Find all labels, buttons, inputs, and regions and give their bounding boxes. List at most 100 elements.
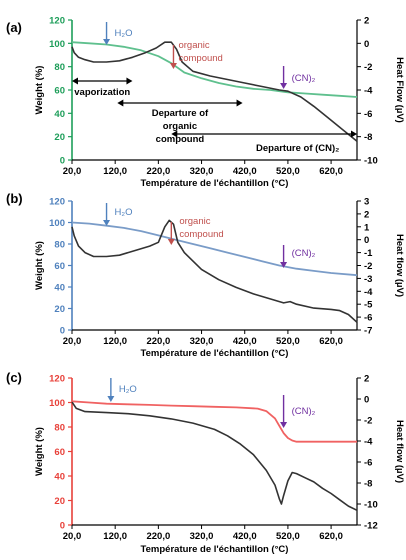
- annotation-organic: organic: [179, 216, 210, 227]
- x-tick-label: 620,0: [319, 531, 343, 542]
- annotation-cn: (CN)₂: [292, 406, 316, 417]
- annotation-cn: (CN)₂: [292, 248, 316, 259]
- y2-tick-label: -2: [364, 62, 372, 73]
- y-axis-title: Weight (%): [34, 66, 45, 115]
- y2-axis-title: Heat Flow (µV): [394, 57, 405, 123]
- y2-tick-label: -10: [364, 156, 378, 167]
- annotation-arrowhead: [103, 220, 111, 226]
- annotation-span-arrowhead: [72, 77, 78, 85]
- x-tick-label: 320,0: [190, 531, 214, 542]
- x-tick-label: 220,0: [146, 166, 170, 177]
- y-tick-label: 20: [54, 496, 65, 507]
- x-tick-label: 420,0: [233, 531, 257, 542]
- y2-tick-label: 3: [364, 197, 369, 208]
- x-tick-label: 120,0: [103, 336, 127, 347]
- y-tick-label: 40: [54, 109, 65, 120]
- y2-axis-title: Heat flow (µV): [394, 420, 405, 483]
- annotation-compound: compound: [179, 229, 223, 240]
- x-tick-label: 220,0: [146, 336, 170, 347]
- x-tick-label: 520,0: [276, 531, 300, 542]
- x-axis-title: Température de l'échantillon (°C): [141, 178, 289, 189]
- annotation-cn: (CN)₂: [292, 73, 316, 84]
- x-tick-label: 20,0: [63, 166, 82, 177]
- y2-tick-label: -6: [364, 109, 372, 120]
- weight-curve: [71, 400, 357, 443]
- x-tick-label: 620,0: [319, 166, 343, 177]
- y2-tick-label: -1: [364, 248, 373, 259]
- annotation-span-arrowhead: [171, 130, 178, 138]
- annotation-arrowhead: [107, 396, 115, 402]
- heat_flow-curve: [71, 219, 358, 323]
- y2-tick-label: -4: [364, 86, 373, 97]
- chart-panel-2: (b)020406080100120-7-6-5-4-3-2-1012320,0…: [6, 191, 405, 359]
- annotation-span-arrowhead: [126, 77, 133, 85]
- y2-tick-label: -8: [364, 132, 372, 143]
- annotation-departure-of: Departure of: [152, 108, 209, 119]
- y-tick-label: 80: [54, 240, 65, 251]
- annotation-compound: compound: [178, 53, 222, 64]
- x-tick-label: 120,0: [103, 531, 127, 542]
- y-tick-label: 40: [54, 283, 65, 294]
- y-tick-label: 60: [54, 86, 65, 97]
- y2-tick-label: -6: [364, 313, 372, 324]
- annotation-arrowhead: [280, 422, 288, 428]
- x-tick-label: 620,0: [319, 336, 343, 347]
- y-tick-label: 100: [49, 39, 65, 50]
- x-tick-label: 520,0: [276, 336, 300, 347]
- annotation-arrowhead: [280, 83, 288, 89]
- y2-tick-label: -12: [364, 521, 378, 532]
- y2-tick-label: -8: [364, 479, 372, 490]
- x-axis-title: Température de l'échantillon (°C): [141, 544, 289, 555]
- y2-tick-label: 0: [364, 235, 369, 246]
- y2-tick-label: 0: [364, 39, 369, 50]
- annotation-h-o: H₂O: [115, 28, 133, 39]
- annotation-h-o: H₂O: [115, 207, 133, 218]
- x-tick-label: 120,0: [103, 166, 127, 177]
- y2-tick-label: -3: [364, 274, 372, 285]
- y2-tick-label: 1: [364, 222, 370, 233]
- y-tick-label: 0: [60, 156, 65, 167]
- y-tick-label: 100: [49, 218, 65, 229]
- heat_flow-curve: [71, 41, 358, 142]
- y2-tick-label: -4: [364, 287, 373, 298]
- y2-tick-label: -6: [364, 458, 372, 469]
- y-tick-label: 120: [49, 374, 65, 385]
- y2-axis-title: Heat flow (µV): [394, 234, 405, 297]
- annotation-arrowhead: [167, 239, 175, 245]
- x-tick-label: 420,0: [233, 336, 257, 347]
- x-tick-label: 220,0: [146, 531, 170, 542]
- annotation-arrowhead: [280, 262, 288, 268]
- annotation-span-arrowhead: [351, 130, 357, 138]
- y2-tick-label: -4: [364, 437, 373, 448]
- y2-tick-label: -10: [364, 500, 378, 511]
- y2-tick-label: -7: [364, 326, 372, 337]
- annotation-departure-of-cn: Departure of (CN)₂: [256, 143, 339, 154]
- y-tick-label: 0: [60, 326, 65, 337]
- weight-curve: [71, 41, 358, 98]
- annotation-organic: organic: [163, 121, 197, 132]
- x-axis-title: Température de l'échantillon (°C): [141, 348, 289, 359]
- x-tick-label: 20,0: [63, 336, 82, 347]
- panel-label: (a): [6, 20, 22, 35]
- x-tick-label: 320,0: [190, 336, 214, 347]
- y-axis-title: Weight (%): [34, 427, 45, 476]
- y-tick-label: 120: [49, 197, 65, 208]
- y2-tick-label: 0: [364, 395, 369, 406]
- annotation-span-arrowhead: [236, 99, 243, 107]
- heat_flow-curve: [71, 401, 358, 512]
- y-tick-label: 60: [54, 261, 65, 272]
- panel-label: (c): [6, 370, 22, 385]
- y-tick-label: 100: [49, 398, 65, 409]
- x-tick-label: 520,0: [276, 166, 300, 177]
- y-tick-label: 40: [54, 472, 65, 483]
- annotation-vaporization: vaporization: [74, 87, 130, 98]
- annotation-h-o: H₂O: [119, 384, 137, 395]
- annotation-span-arrowhead: [117, 99, 124, 107]
- y-tick-label: 60: [54, 447, 65, 458]
- x-tick-label: 420,0: [233, 166, 257, 177]
- annotation-compound: compound: [156, 134, 205, 145]
- y-tick-label: 120: [49, 16, 65, 27]
- y-tick-label: 80: [54, 423, 65, 434]
